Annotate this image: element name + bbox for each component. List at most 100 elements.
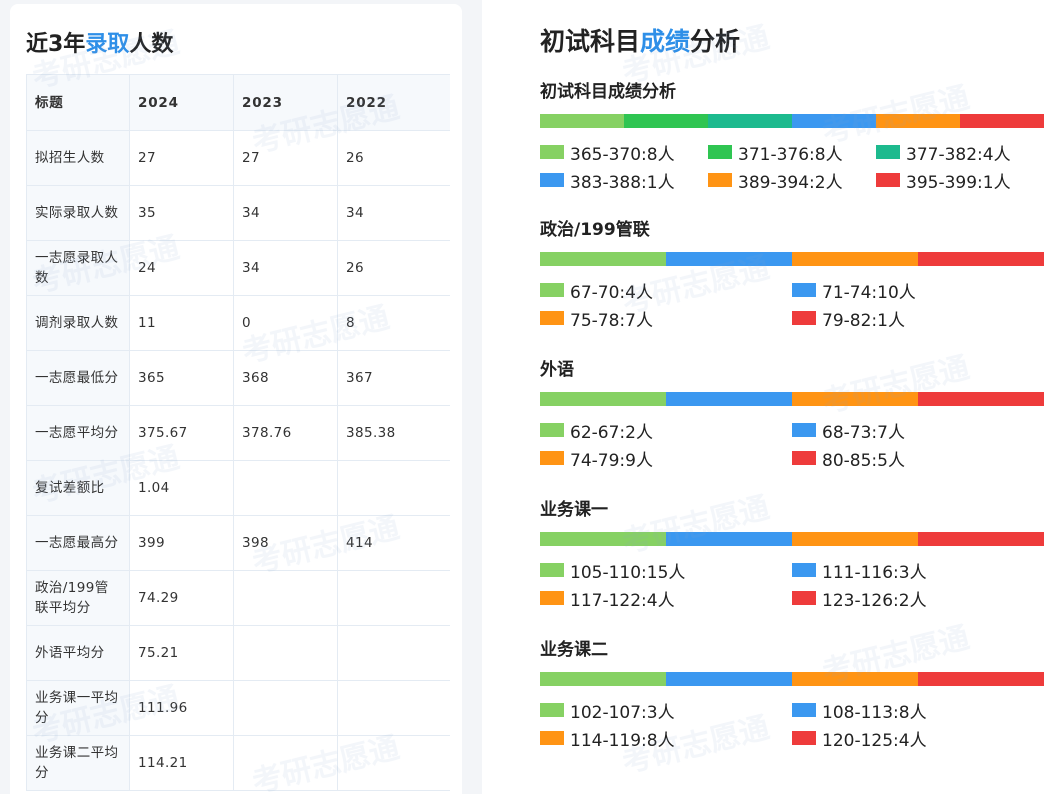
row-label-cell: 一志愿最低分 xyxy=(26,351,130,405)
legend: 105-110:15人 111-116:3人 117-122:4人 123-126:2… xyxy=(540,556,1044,612)
title-highlight: 录取 xyxy=(85,32,130,57)
bar-segment xyxy=(666,532,792,546)
value-cell: 114.21 xyxy=(130,736,234,790)
legend-swatch xyxy=(708,173,732,187)
table-row: 拟招生人数 27 27 26 xyxy=(26,131,450,186)
value-cell xyxy=(338,461,450,515)
table-row: 复试差额比 1.04 xyxy=(26,461,450,516)
legend-item: 105-110:15人 xyxy=(540,556,792,584)
value-cell: 27 xyxy=(234,131,338,185)
legend-swatch xyxy=(540,731,564,745)
legend-swatch xyxy=(540,173,564,187)
legend-swatch xyxy=(792,423,816,437)
score-analysis-panel: 初试科目成绩分析 初试科目成绩分析 365-370:8人 371-376:8人 377… xyxy=(482,0,1063,794)
legend-swatch xyxy=(540,451,564,465)
value-cell: 34 xyxy=(234,241,338,295)
table-row: 一志愿最高分 399 398 414 xyxy=(26,516,450,571)
admission-table-panel: 近3年录取人数 标题 2024 2023 2022 拟招生人数 27 27 26 实际录… xyxy=(10,4,462,794)
stacked-bar xyxy=(540,532,1044,546)
header-cell: 2022 xyxy=(338,75,450,130)
score-section: 外语 62-67:2人 68-73:7人 74-79:9人 80-85:5人 xyxy=(540,358,1044,472)
legend-swatch xyxy=(540,283,564,297)
title-suffix: 分析 xyxy=(690,27,741,56)
bar-segment xyxy=(918,392,1044,406)
table-row: 一志愿平均分 375.67 378.76 385.38 xyxy=(26,406,450,461)
value-cell xyxy=(234,626,338,680)
value-cell xyxy=(338,626,450,680)
legend-swatch xyxy=(540,591,564,605)
legend-label: 371-376:8人 xyxy=(738,144,843,165)
admission-table-title: 近3年录取人数 xyxy=(26,26,173,58)
legend-item: 114-119:8人 xyxy=(540,724,792,752)
legend-label: 71-74:10人 xyxy=(822,282,916,303)
admission-table: 标题 2024 2023 2022 拟招生人数 27 27 26 实际录取人数 35 34 3… xyxy=(26,74,450,791)
legend: 62-67:2人 68-73:7人 74-79:9人 80-85:5人 xyxy=(540,416,1044,472)
value-cell: 368 xyxy=(234,351,338,405)
row-label-cell: 实际录取人数 xyxy=(26,186,130,240)
score-section: 政治/199管联 67-70:4人 71-74:10人 75-78:7人 79-82:1… xyxy=(540,218,1044,332)
legend-label: 389-394:2人 xyxy=(738,172,843,193)
title-suffix: 人数 xyxy=(129,32,174,57)
legend-item: 395-399:1人 xyxy=(876,166,1044,194)
value-cell: 24 xyxy=(130,241,234,295)
legend-swatch xyxy=(876,145,900,159)
legend-swatch xyxy=(540,145,564,159)
value-cell: 11 xyxy=(130,296,234,350)
bar-segment xyxy=(792,392,918,406)
legend-label: 74-79:9人 xyxy=(570,450,653,471)
row-label-cell: 外语平均分 xyxy=(26,626,130,680)
legend-label: 123-126:2人 xyxy=(822,590,927,611)
row-label-cell: 拟招生人数 xyxy=(26,131,130,185)
legend-label: 75-78:7人 xyxy=(570,310,653,331)
score-section: 业务课一 105-110:15人 111-116:3人 117-122:4人 123-1… xyxy=(540,498,1044,612)
bar-segment xyxy=(708,114,792,128)
bar-segment xyxy=(918,532,1044,546)
legend-label: 108-113:8人 xyxy=(822,702,927,723)
legend-label: 67-70:4人 xyxy=(570,282,653,303)
legend-item: 68-73:7人 xyxy=(792,416,1044,444)
legend-label: 377-382:4人 xyxy=(906,144,1011,165)
section-title: 业务课二 xyxy=(540,640,608,660)
value-cell: 398 xyxy=(234,516,338,570)
legend-swatch xyxy=(708,145,732,159)
bar-segment xyxy=(792,114,876,128)
value-cell: 26 xyxy=(346,260,364,276)
legend-item: 123-126:2人 xyxy=(792,584,1044,612)
row-label-cell: 一志愿最高分 xyxy=(26,516,130,570)
stacked-bar xyxy=(540,252,1044,266)
header-cell: 2024 xyxy=(130,75,234,130)
legend-item: 62-67:2人 xyxy=(540,416,792,444)
legend-item: 75-78:7人 xyxy=(540,304,792,332)
bar-segment xyxy=(792,532,918,546)
bar-segment xyxy=(540,252,666,266)
value-cell: 365 xyxy=(130,351,234,405)
bar-segment xyxy=(624,114,708,128)
bar-segment xyxy=(792,252,918,266)
bar-segment xyxy=(540,114,624,128)
legend-swatch xyxy=(792,451,816,465)
section-title: 业务课一 xyxy=(540,500,608,520)
value-cell: 367 xyxy=(346,370,373,386)
title-prefix: 初试科目 xyxy=(540,27,641,56)
legend: 365-370:8人 371-376:8人 377-382:4人 383-388:1人… xyxy=(540,138,1044,194)
legend-label: 111-116:3人 xyxy=(822,562,927,583)
table-row: 调剂录取人数 11 0 8 xyxy=(26,296,450,351)
legend-item: 102-107:3人 xyxy=(540,696,792,724)
row-label-cell: 复试差额比 xyxy=(26,461,130,515)
value-cell: 27 xyxy=(130,131,234,185)
value-cell xyxy=(234,736,338,790)
legend-item: 74-79:9人 xyxy=(540,444,792,472)
row-label-cell: 一志愿平均分 xyxy=(26,406,130,460)
legend-label: 68-73:7人 xyxy=(822,422,905,443)
stacked-bar xyxy=(540,114,1044,128)
value-cell: 74.29 xyxy=(130,571,234,625)
value-cell: 75.21 xyxy=(130,626,234,680)
legend-swatch xyxy=(540,703,564,717)
section-title: 外语 xyxy=(540,360,574,380)
bar-segment xyxy=(792,672,918,686)
legend-item: 71-74:10人 xyxy=(792,276,1044,304)
table-row: 业务课一平均分 111.96 xyxy=(26,681,450,736)
legend-item: 365-370:8人 xyxy=(540,138,708,166)
bar-segment xyxy=(666,672,792,686)
legend-label: 383-388:1人 xyxy=(570,172,675,193)
